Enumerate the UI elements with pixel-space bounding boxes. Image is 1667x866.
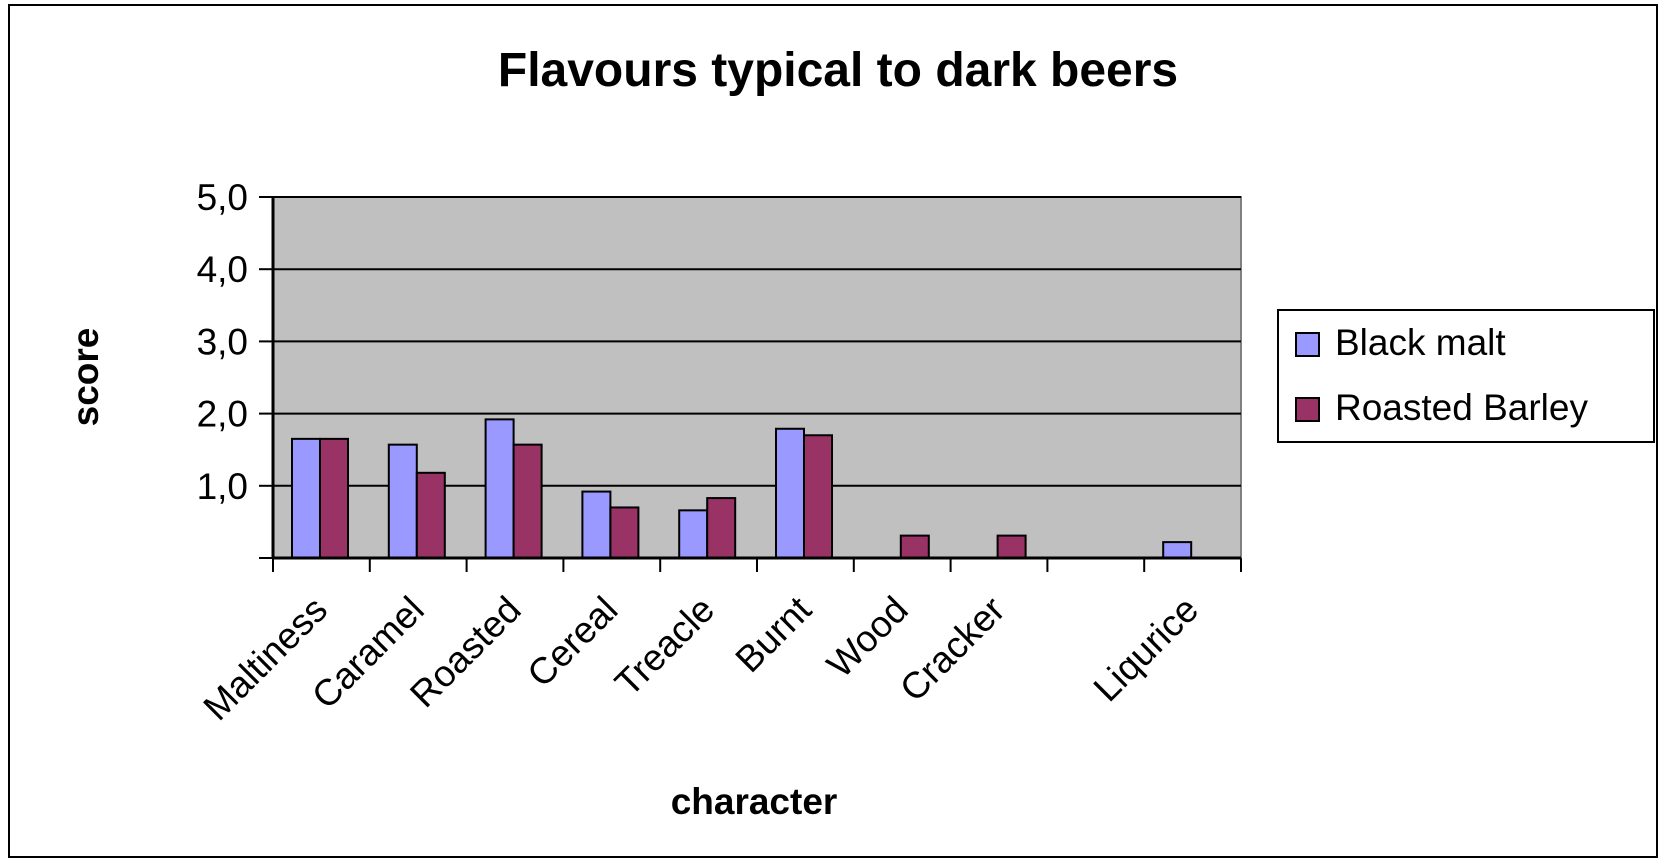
y-tick-label-4: 5,0 <box>197 177 248 218</box>
bar-black-malt-9 <box>1162 541 1193 560</box>
bar-roasted-barley-0 <box>319 437 349 559</box>
bar-black-malt-3 <box>581 490 612 559</box>
x-tick-label-9: Liqurice <box>1086 589 1207 710</box>
legend-swatch-1 <box>1295 397 1320 422</box>
bar-black-malt-0 <box>291 437 321 559</box>
legend-box <box>1277 309 1655 443</box>
bar-roasted-barley-7 <box>996 534 1027 559</box>
legend: Black malt Roasted Barley <box>1277 309 1655 443</box>
y-axis-label: score <box>65 328 106 427</box>
bar-roasted-barley-2 <box>512 443 543 559</box>
y-tick-label-3: 4,0 <box>197 249 248 290</box>
bar-roasted-barley-4 <box>706 497 737 560</box>
legend-label-1: Roasted Barley <box>1335 387 1588 428</box>
bar-roasted-barley-1 <box>415 471 446 559</box>
axes <box>259 196 1242 572</box>
x-tick-label-5: Burnt <box>728 588 820 680</box>
bar-black-malt-4 <box>678 509 709 559</box>
bar-black-malt-1 <box>387 443 418 559</box>
x-tick-label-7: Cracker <box>892 589 1013 710</box>
y-tick-label-2: 3,0 <box>197 321 248 362</box>
y-tick-label-1: 2,0 <box>197 394 248 435</box>
x-tick-label-0: Maltiness <box>196 589 335 728</box>
bar-roasted-barley-3 <box>609 506 640 559</box>
x-tick-label-4: Treacle <box>607 589 722 704</box>
bar-black-malt-2 <box>484 418 515 559</box>
x-axis-label: character <box>671 781 838 822</box>
legend-swatch-0 <box>1295 332 1320 357</box>
chart-title: Flavours typical to dark beers <box>498 44 1178 97</box>
bar-black-malt-5 <box>775 427 805 559</box>
legend-label-0: Black malt <box>1335 322 1506 363</box>
y-tick-label-0: 1,0 <box>197 466 248 507</box>
bar-roasted-barley-6 <box>899 534 930 559</box>
bar-roasted-barley-5 <box>803 434 833 560</box>
y-tick-labels: 1,0 2,0 3,0 4,0 5,0 <box>197 177 248 507</box>
